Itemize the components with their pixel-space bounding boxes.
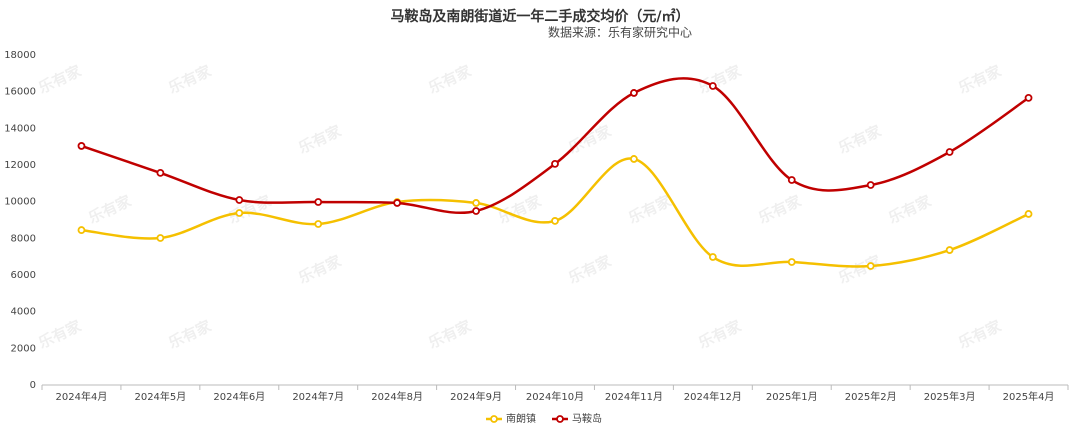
watermark: 乐有家 [956, 317, 1004, 352]
watermark: 乐有家 [886, 192, 934, 227]
point [866, 262, 875, 270]
x-tick-label: 2024年4月 [56, 390, 108, 403]
x-tick-label: 2024年12月 [684, 390, 742, 403]
y-tick-label: 8000 [11, 233, 36, 244]
point [945, 246, 954, 254]
point [77, 226, 86, 234]
y-tick-label: 4000 [11, 307, 36, 318]
y-tick-label: 12000 [4, 160, 36, 171]
watermark: 乐有家 [426, 62, 474, 97]
point [393, 199, 402, 207]
y-tick-label: 0 [30, 380, 36, 391]
point [1024, 94, 1033, 102]
watermark: 乐有家 [166, 317, 214, 352]
x-tick-label: 2025年2月 [845, 390, 897, 403]
point [787, 258, 796, 266]
watermark: 乐有家 [956, 62, 1004, 97]
y-tick-label: 18000 [4, 50, 36, 61]
legend-label: 马鞍岛 [572, 412, 602, 425]
watermark: 乐有家 [166, 62, 214, 97]
watermark: 乐有家 [426, 317, 474, 352]
watermark: 乐有家 [566, 252, 614, 287]
point [1024, 210, 1033, 218]
point [787, 176, 796, 184]
chart-title: 马鞍岛及南朗街道近一年二手成交均价（元/㎡） [390, 8, 689, 25]
point [866, 181, 875, 189]
legend-label: 南朗镇 [506, 412, 536, 425]
point [945, 148, 954, 156]
y-tick-label: 10000 [4, 197, 36, 208]
point [551, 159, 559, 168]
x-tick-label: 2024年8月 [371, 390, 423, 403]
x-tick-label: 2025年4月 [1003, 390, 1055, 403]
x-tick-label: 2024年11月 [605, 390, 663, 403]
watermark: 乐有家 [296, 122, 344, 157]
x-tick-label: 2024年10月 [526, 390, 584, 403]
legend-marker [556, 415, 564, 423]
x-tick-label: 2024年7月 [292, 390, 344, 403]
point [314, 198, 323, 206]
point [630, 89, 638, 97]
x-tick-label: 2025年1月 [766, 390, 818, 403]
line [81, 77, 1030, 215]
watermark: 乐有家 [36, 62, 84, 97]
y-tick-label: 16000 [4, 87, 36, 98]
watermark: 乐有家 [836, 252, 884, 287]
watermark: 乐有家 [626, 192, 674, 227]
point [314, 220, 323, 228]
point [156, 168, 165, 177]
x-tick-label: 2024年6月 [213, 390, 265, 403]
legend-marker [490, 415, 498, 423]
y-tick-label: 2000 [11, 343, 36, 354]
watermark: 乐有家 [836, 122, 884, 157]
watermark: 乐有家 [226, 192, 274, 227]
point [708, 82, 717, 90]
point [630, 155, 638, 163]
x-tick-label: 2024年9月 [450, 390, 502, 403]
point [156, 234, 165, 242]
chart-subtitle: 数据来源：乐有家研究中心 [548, 25, 692, 40]
point [472, 207, 480, 215]
x-tick-label: 2024年5月 [134, 390, 186, 403]
point [235, 196, 244, 204]
point [551, 217, 559, 225]
point [472, 199, 480, 207]
y-tick-label: 6000 [11, 270, 36, 281]
point [77, 142, 86, 150]
watermark: 乐有家 [296, 252, 344, 287]
x-tick-label: 2025年3月 [924, 390, 976, 403]
watermark: 乐有家 [566, 122, 614, 157]
point [708, 253, 717, 261]
point [235, 209, 244, 217]
watermark: 乐有家 [86, 192, 134, 227]
watermark: 乐有家 [756, 192, 804, 227]
watermark: 乐有家 [696, 317, 744, 352]
watermark: 乐有家 [36, 317, 84, 352]
y-tick-label: 14000 [4, 123, 36, 134]
